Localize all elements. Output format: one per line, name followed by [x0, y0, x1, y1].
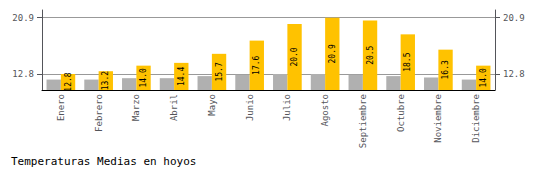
svg-text:Septiembre: Septiembre	[358, 94, 368, 148]
svg-text:14.0: 14.0	[479, 68, 488, 87]
svg-text:Julio: Julio	[282, 94, 292, 121]
svg-text:20.0: 20.0	[290, 47, 299, 66]
svg-text:Febrero: Febrero	[94, 94, 104, 132]
svg-text:Abril: Abril	[169, 94, 179, 121]
svg-text:15.7: 15.7	[215, 62, 224, 81]
svg-text:12.8: 12.8	[12, 69, 34, 79]
svg-text:12.8: 12.8	[503, 69, 525, 79]
svg-text:Diciembre: Diciembre	[471, 94, 481, 143]
svg-text:12.8: 12.8	[64, 72, 73, 91]
svg-text:Enero: Enero	[56, 94, 66, 121]
svg-text:13.2: 13.2	[101, 71, 110, 90]
svg-text:16.3: 16.3	[441, 60, 450, 79]
svg-text:Noviembre: Noviembre	[433, 94, 443, 143]
svg-text:14.0: 14.0	[139, 68, 148, 87]
svg-text:18.5: 18.5	[403, 52, 412, 71]
svg-text:20.9: 20.9	[12, 13, 34, 23]
svg-text:17.6: 17.6	[252, 55, 261, 74]
svg-text:Temperaturas Medias en hoyos: Temperaturas Medias en hoyos	[11, 155, 196, 168]
svg-text:Junio: Junio	[245, 94, 255, 121]
svg-text:20.5: 20.5	[366, 45, 375, 64]
svg-text:14.4: 14.4	[177, 67, 186, 86]
svg-text:Mayo: Mayo	[207, 94, 217, 116]
svg-text:Marzo: Marzo	[131, 94, 141, 121]
svg-text:Octubre: Octubre	[396, 94, 406, 132]
svg-text:20.9: 20.9	[328, 44, 337, 63]
svg-text:Agosto: Agosto	[320, 94, 330, 127]
svg-text:20.9: 20.9	[503, 13, 525, 23]
